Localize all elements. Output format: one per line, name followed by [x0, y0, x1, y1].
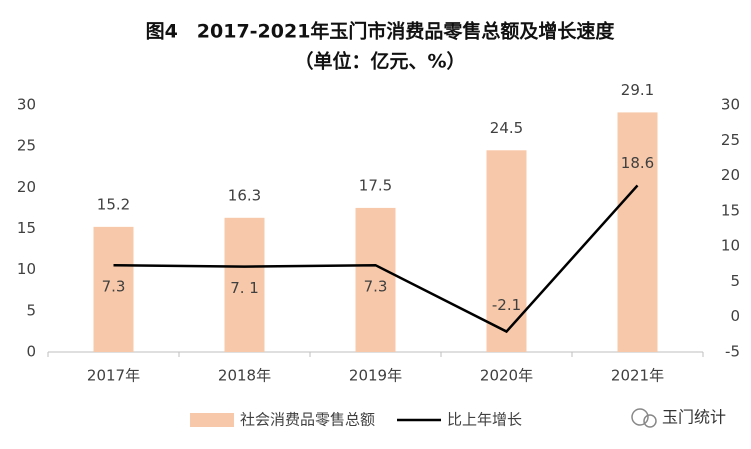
y2-tick-label: 15 — [721, 201, 740, 219]
x-tick-label: 2020年 — [480, 367, 533, 385]
line-value-label: 7. 1 — [230, 279, 259, 297]
y-tick-label: 0 — [26, 343, 36, 361]
watermark: 玉门统计 — [662, 408, 726, 427]
bar-value-label: 24.5 — [490, 119, 523, 137]
y-tick-label: 15 — [17, 219, 36, 237]
bar — [93, 226, 134, 352]
bar-value-label: 16.3 — [228, 186, 261, 204]
line-value-label: 7.3 — [364, 278, 388, 296]
y2-tick-label: 10 — [721, 237, 740, 255]
bar — [486, 150, 527, 352]
bar-value-label: 29.1 — [621, 81, 654, 99]
y-tick-label: 20 — [17, 178, 36, 196]
y2-tick-label: 30 — [721, 96, 740, 114]
bar — [355, 207, 396, 352]
bar-value-label: 15.2 — [97, 195, 130, 213]
x-tick-label: 2018年 — [218, 367, 271, 385]
y2-tick-label: 20 — [721, 166, 740, 184]
y2-tick-label: -5 — [725, 343, 740, 361]
y2-tick-label: 0 — [730, 307, 740, 325]
line-value-label: -2.1 — [492, 296, 521, 314]
x-tick-label: 2017年 — [87, 367, 140, 385]
y-tick-label: 25 — [17, 137, 36, 155]
line — [113, 184, 639, 334]
chart-subtitle: （单位：亿元、%） — [294, 50, 465, 73]
y2-tick-label: 5 — [730, 272, 740, 290]
bar-value-label: 17.5 — [359, 176, 392, 194]
y2-tick-label: 25 — [721, 131, 740, 149]
legend-label: 比上年增长 — [447, 411, 522, 429]
watermark-icon — [631, 408, 657, 428]
y-tick-label: 5 — [26, 301, 36, 319]
y-tick-label: 10 — [17, 260, 36, 278]
x-tick-label: 2021年 — [611, 367, 664, 385]
legend-swatch — [190, 413, 234, 427]
legend-label: 社会消费品零售总额 — [240, 411, 375, 429]
x-tick-label: 2019年 — [349, 367, 402, 385]
bar — [617, 112, 658, 352]
y-tick-label: 30 — [17, 96, 36, 114]
line-value-label: 7.3 — [102, 278, 126, 296]
line-value-label: 18.6 — [621, 154, 654, 172]
chart-title: 图4 2017-2021年玉门市消费品零售总额及增长速度 — [146, 20, 616, 43]
bar — [224, 217, 265, 352]
